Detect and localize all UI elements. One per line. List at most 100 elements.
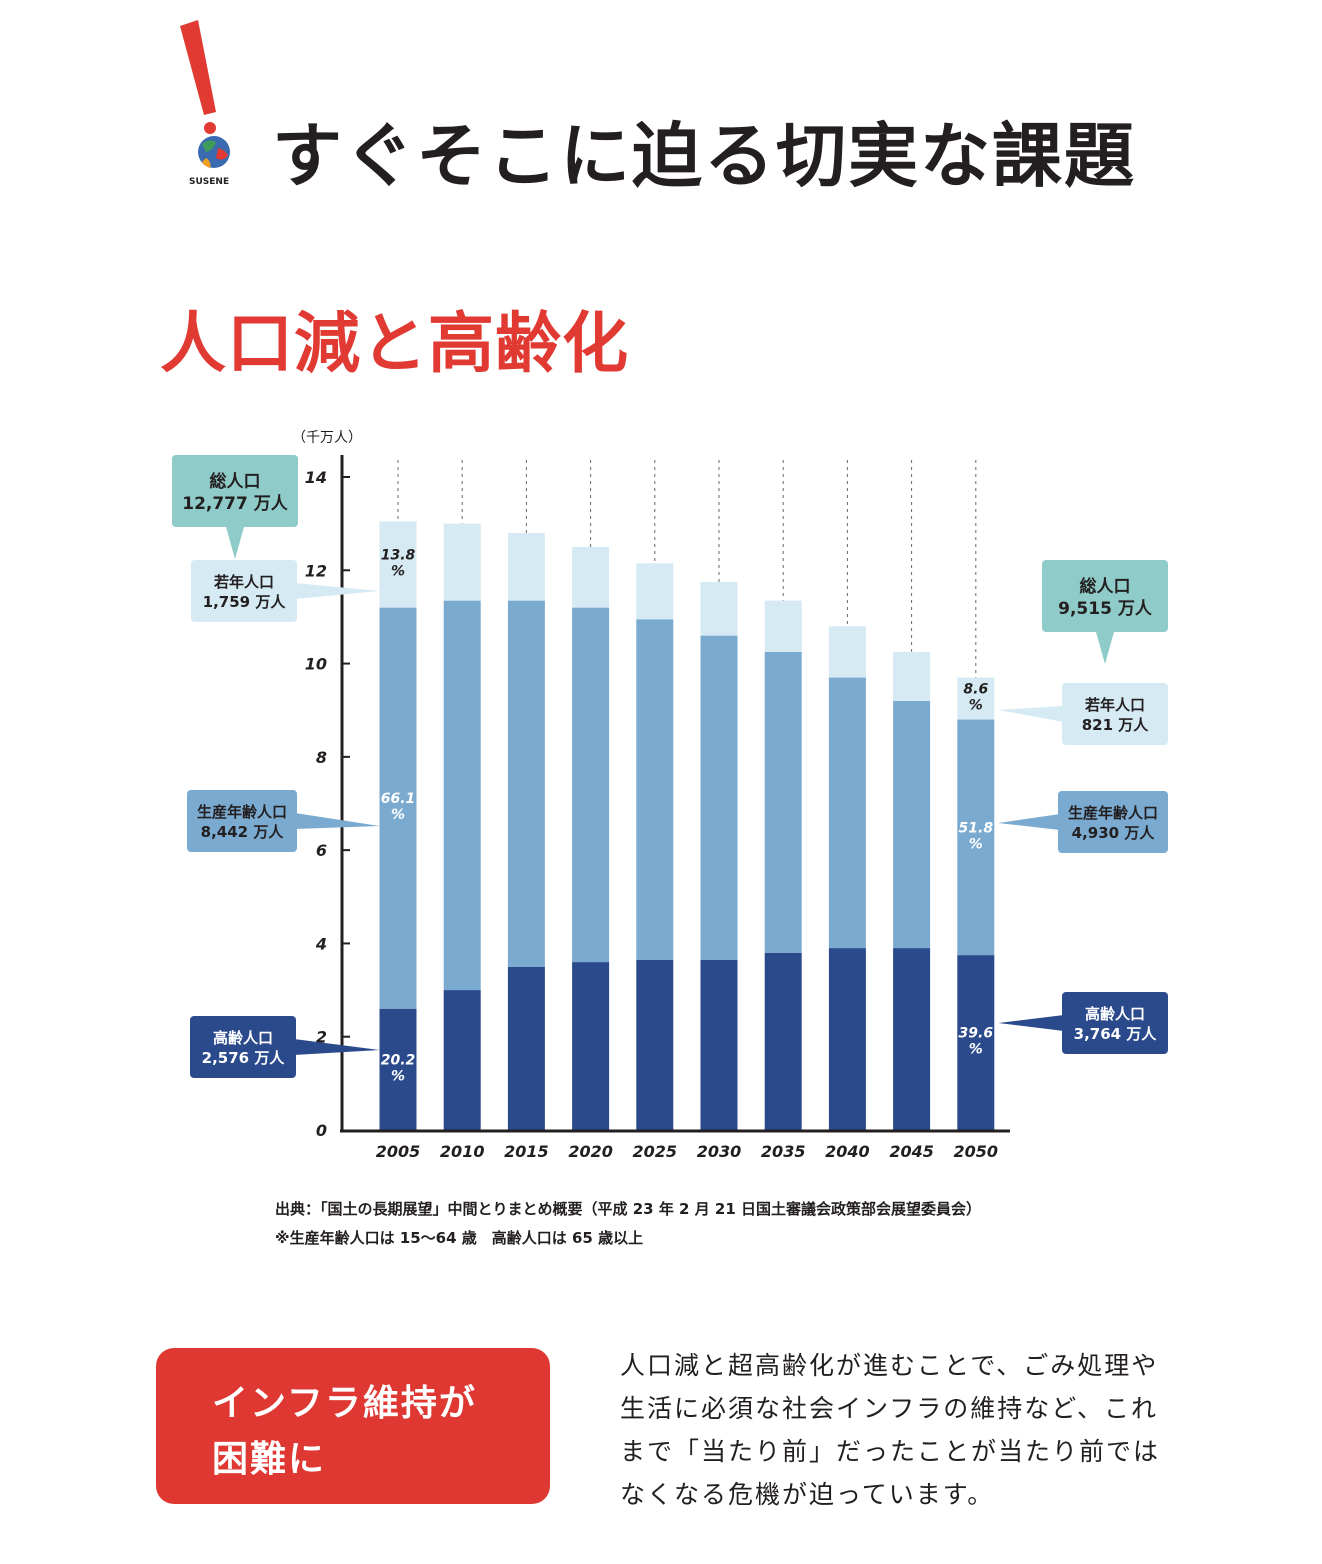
callout-value: 3,764 万人 [1074,1025,1158,1043]
body-text-line: なくなる危機が迫っています。 [620,1480,995,1509]
bar-percent-label: % [391,1068,405,1084]
callout-label: 生産年齢人口 [197,803,287,821]
bar-percent-label: 51.8 [959,820,994,836]
bar-working [893,700,931,949]
x-tick-label: 2010 [440,1142,485,1161]
bar-young [828,626,866,678]
x-tick-label: 2030 [697,1142,742,1161]
callout-pointer [998,1015,1064,1031]
callout-box [191,560,297,622]
bar-elderly [443,990,481,1130]
section-title: 人口減と高齢化 [160,305,629,382]
bar-elderly [636,959,674,1130]
body-text-line: 人口減と超高齢化が進むことで、ごみ処理や [620,1351,1159,1380]
callout-value: 9,515 万人 [1058,599,1153,619]
callout-value: 8,442 万人 [201,823,285,841]
x-tick-label: 2035 [761,1142,806,1161]
y-tick-label: 4 [315,934,327,953]
callout-value: 1,759 万人 [203,593,287,611]
bar-working [379,607,417,1009]
y-tick-label: 8 [316,748,327,767]
callout-pointer [1096,632,1114,664]
y-tick-label: 6 [316,841,327,860]
logo-text: SUSENE [189,177,230,187]
bar-young [957,677,995,720]
bar-percent-label: 8.6 [963,682,988,698]
y-tick-label: 12 [305,561,327,580]
callout-box [172,455,298,527]
bar-percent-label: 66.1 [381,791,416,807]
bar-young [572,546,610,608]
callout-value: 821 万人 [1082,716,1150,734]
bar-working [636,619,674,960]
bar-working [572,607,610,963]
bar-working [507,600,545,967]
callout-label: 若年人口 [1084,696,1145,714]
bar-working [957,719,995,956]
cta-box: インフラ維持が 困難に [156,1348,550,1504]
y-tick-label: 0 [316,1121,327,1140]
bar-percent-label: % [391,807,405,823]
bar-percent-label: % [969,836,983,852]
callout-box [1062,992,1168,1054]
x-tick-label: 2025 [633,1142,678,1161]
globe-icon [198,136,230,168]
bar-elderly [379,1008,417,1130]
bar-elderly [507,966,545,1130]
callout-value: 2,576 万人 [202,1049,286,1067]
x-tick-label: 2020 [568,1142,613,1161]
callout-box [1058,791,1168,853]
definition-note: ※生産年齢人口は 15〜64 歳 高齢人口は 65 歳以上 [275,1229,644,1247]
exclamation-icon [180,20,216,115]
callout-pointer [998,814,1060,830]
bar-young [507,532,545,601]
bar-young [443,523,481,601]
callout-value: 4,930 万人 [1072,824,1156,842]
x-tick-label: 2045 [889,1142,934,1161]
callout-label: 高齢人口 [1085,1005,1145,1023]
bar-young [764,600,802,652]
callout-label: 総人口 [1080,576,1131,597]
bar-young [893,651,931,701]
callout-label: 生産年齢人口 [1068,804,1158,822]
bar-percent-label: % [969,698,983,714]
exclamation-dot [204,122,216,134]
y-tick-label: 2 [316,1028,327,1047]
callout-label: 総人口 [210,471,261,492]
callout-box [1042,560,1168,632]
callout-box [1062,683,1168,745]
callout-value: 12,777 万人 [182,494,289,514]
bar-elderly [893,948,931,1130]
bar-working [764,651,802,953]
bar-elderly [572,962,610,1130]
callout-pointer [295,583,380,599]
callout-pointer [294,1039,380,1055]
cta-line-2: 困難に [212,1439,327,1480]
population-chart: 0 2 4 6 8 10 12 14 （千万人） 2005 2010 2015 2020 2025 2030… [172,430,1168,1161]
body-text-line: 生活に必須な社会インフラの維持など、これ [620,1394,1159,1423]
bar-elderly [828,948,866,1130]
source-note: 出典：「国土の長期展望」中間とりまとめ概要（平成 23 年 2 月 21 日国土… [275,1200,982,1218]
callout-pointer [226,527,244,559]
x-tick-label: 2015 [504,1142,549,1161]
bar-elderly [700,959,738,1130]
bar-percent-label: 13.8 [381,547,416,563]
body-text-line: まで「当たり前」だったことが当たり前では [620,1437,1161,1466]
callout-box [187,790,297,852]
cta-line-1: インフラ維持が [212,1383,477,1424]
bar-young [636,563,674,620]
callout-box [190,1016,296,1078]
page-title: すぐそこに迫る切実な課題 [272,115,1136,197]
y-tick-label: 10 [305,655,327,674]
bar-percent-label: % [391,563,405,579]
bar-elderly [957,955,995,1130]
logo-mark [180,20,230,168]
callout-label: 高齢人口 [213,1029,273,1047]
bar-young [700,581,738,636]
callout-label: 若年人口 [213,573,274,591]
bar-working [828,677,866,949]
x-tick-label: 2040 [825,1142,870,1161]
bar-elderly [764,952,802,1130]
callout-pointer [295,813,380,829]
y-axis-unit: （千万人） [292,430,362,446]
